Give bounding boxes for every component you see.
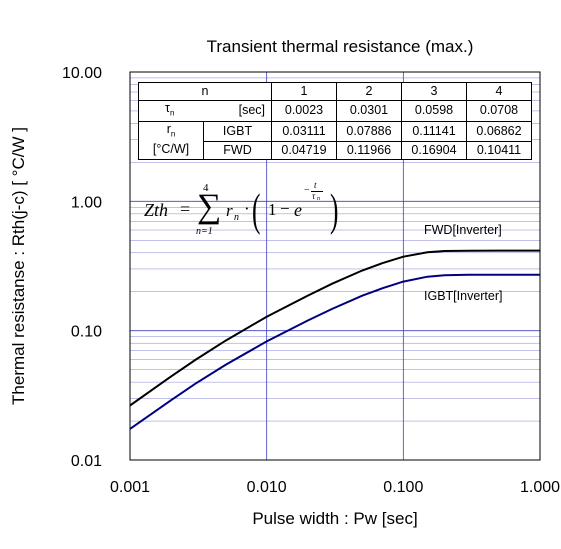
igbt-r4: 0.06862	[466, 120, 532, 142]
formula-dot: ·	[244, 199, 250, 218]
exp-minus: −	[304, 185, 310, 196]
x-tick-label: 0.001	[110, 479, 150, 496]
igbt-series-label: IGBT[Inverter]	[424, 289, 503, 303]
sum-lower-limit: n=1	[196, 226, 213, 237]
r-unit: [°C/W]	[138, 141, 204, 160]
exp-numerator: t	[314, 180, 317, 190]
igbt-r3: 0.11141	[401, 120, 467, 142]
formula-equals: =	[180, 199, 191, 219]
x-tick-label: 0.100	[383, 479, 423, 496]
tau-unit: [sec]	[203, 100, 272, 122]
r-label: rn	[138, 120, 204, 141]
right-paren: )	[330, 184, 339, 235]
table-row-igbt: rn IGBT 0.03111 0.07886 0.11141 0.06862	[138, 120, 532, 142]
formula-r: r	[226, 201, 233, 220]
fwd-r2: 0.11966	[336, 140, 402, 160]
igbt-r2: 0.07886	[336, 120, 402, 142]
x-tick-label: 1.000	[520, 479, 560, 496]
table-row-tau: τn [sec] 0.0023 0.0301 0.0598 0.0708	[138, 100, 532, 122]
fwd-label: FWD	[203, 140, 272, 160]
sum-upper-limit: 4	[203, 182, 209, 194]
zth-formula: Zth = 4 ∑ n=1 r n · ( 1 − e − t τ n )	[140, 180, 355, 244]
y-tick-label: 1.00	[71, 194, 102, 211]
formula-minus: −	[280, 199, 290, 218]
thermal-params-table: n 1 2 3 4 τn [sec] 0.0023 0.0301 0.0598 …	[138, 82, 532, 160]
header-3: 3	[401, 82, 467, 101]
tau-3: 0.0598	[401, 100, 467, 122]
formula-r-sub: n	[234, 212, 239, 223]
formula-one: 1	[268, 200, 277, 219]
table-header-row: n 1 2 3 4	[138, 82, 532, 101]
sum-sign: ∑	[197, 188, 222, 225]
igbt-r1: 0.03111	[271, 120, 337, 142]
y-tick-label: 10.00	[62, 65, 102, 82]
fwd-series-label: FWD[Inverter]	[424, 223, 502, 237]
header-1: 1	[271, 82, 337, 101]
y-tick-label: 0.01	[71, 453, 102, 470]
series-line-fwd	[129, 249, 540, 407]
chart-title: Transient thermal resistance (max.)	[207, 37, 474, 56]
tau-label: τn	[138, 100, 204, 122]
plot-frame	[129, 71, 541, 461]
x-tick-label: 0.010	[247, 479, 287, 496]
exp-fraction-bar	[311, 191, 323, 192]
header-2: 2	[336, 82, 402, 101]
fwd-r4: 0.10411	[466, 140, 532, 160]
formula-lhs: Zth	[144, 200, 169, 220]
tau-1: 0.0023	[271, 100, 337, 122]
formula-e: e	[294, 200, 302, 220]
fwd-r3: 0.16904	[401, 140, 467, 160]
series-line-igbt	[129, 273, 540, 430]
exp-denominator-sub: n	[317, 196, 320, 202]
header-4: 4	[466, 82, 532, 101]
exp-denominator: τ	[312, 191, 316, 201]
header-n: n	[138, 82, 272, 101]
igbt-label: IGBT	[203, 120, 272, 142]
y-axis-label: Thermal resistanse : Rth(j-c) [ °C/W ]	[9, 127, 28, 405]
series-lines	[129, 249, 540, 430]
table-row-fwd: [°C/W] FWD 0.04719 0.11966 0.16904 0.104…	[138, 140, 532, 160]
tau-4: 0.0708	[466, 100, 532, 122]
left-paren: (	[252, 184, 261, 235]
tick-labels: 0.001 0.010 0.100 1.000 0.01 0.10 1.00 10.00	[62, 65, 560, 496]
fwd-r1: 0.04719	[271, 140, 337, 160]
x-axis-label: Pulse width : Pw [sec]	[252, 509, 417, 528]
tau-2: 0.0301	[336, 100, 402, 122]
y-tick-label: 0.10	[71, 324, 102, 341]
